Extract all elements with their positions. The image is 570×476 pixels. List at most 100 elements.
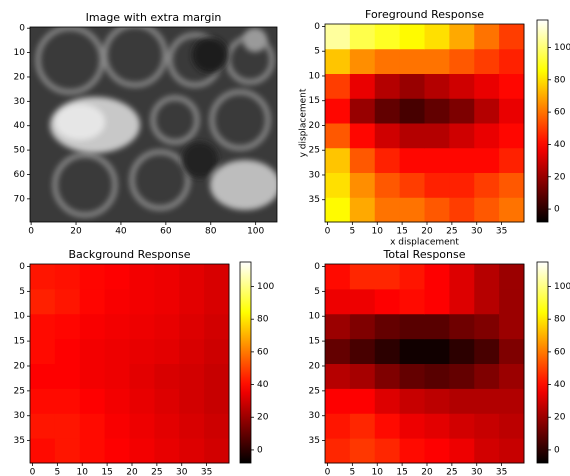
heatmap-cell <box>204 363 230 389</box>
heatmap-cell <box>474 172 500 198</box>
heatmap-cell <box>399 438 425 464</box>
heatmap-cell <box>374 413 401 439</box>
heatmap-cell <box>449 123 475 149</box>
heatmap-cell <box>325 172 351 198</box>
heatmap-cell <box>349 438 376 464</box>
x-tick-label: 30 <box>471 227 483 237</box>
heatmap-cell <box>325 363 351 389</box>
heatmap-cell <box>399 73 425 99</box>
heatmap-cell <box>499 98 525 124</box>
heatmap-cell <box>474 123 500 149</box>
heatmap-cell <box>79 363 106 389</box>
x-tick-label: 30 <box>176 468 188 476</box>
colorbar-tick-label: 60 <box>257 347 269 357</box>
heatmap-cell <box>374 388 401 414</box>
y-tick-label: 30 <box>309 411 321 421</box>
heatmap-cell <box>374 438 401 464</box>
heatmap-cell <box>399 264 425 290</box>
axes-frame <box>324 263 525 464</box>
heatmap-cell <box>374 24 401 50</box>
x-tick-label: 10 <box>77 468 89 476</box>
x-tick-label: 20 <box>70 227 82 237</box>
y-tick-label: 0 <box>19 24 25 34</box>
x-tick-label: 25 <box>446 468 457 476</box>
heatmap-cell <box>349 313 376 340</box>
heatmap-cell <box>30 288 56 315</box>
y-tick-label: 30 <box>309 170 321 180</box>
heatmap-cell <box>499 438 525 464</box>
heatmap-cell <box>374 123 401 149</box>
y-tick-label: 15 <box>309 96 320 106</box>
heatmap-cell <box>399 197 425 223</box>
heatmap-cell <box>79 338 106 364</box>
heatmap-cell <box>104 264 130 290</box>
heatmap-cell <box>349 48 376 74</box>
heatmap-cell <box>154 264 180 290</box>
heatmap-cell <box>499 338 525 364</box>
heatmap-cell <box>325 48 351 74</box>
colorbar <box>536 19 549 223</box>
y-tick-label: 0 <box>314 22 320 32</box>
heatmap-cell <box>129 313 155 340</box>
heatmap-cell <box>349 147 376 173</box>
heatmap-cell <box>54 438 81 464</box>
heatmap-cell <box>325 123 351 149</box>
y-tick-label: 60 <box>14 170 26 180</box>
heatmap-cell <box>325 98 351 124</box>
heatmap-cell <box>374 172 401 198</box>
heatmap-cell <box>349 338 376 364</box>
heatmap-cell <box>424 73 450 99</box>
heatmap-cell <box>399 98 425 124</box>
heatmap-cell <box>325 313 351 340</box>
heatmap-cell <box>474 288 500 315</box>
panel-title: Background Response <box>69 248 191 261</box>
x-tick-label: 25 <box>446 227 457 237</box>
heatmap-cell <box>179 438 205 464</box>
heatmap-cell <box>499 172 525 198</box>
heatmap-cell <box>104 288 130 315</box>
heatmap-cell <box>424 388 450 414</box>
heatmap-cell <box>474 264 500 290</box>
y-tick-label: 70 <box>14 194 26 204</box>
heatmap-cell <box>449 147 475 173</box>
colorbar-tick-label: 60 <box>554 347 566 357</box>
x-tick-label: 5 <box>349 468 355 476</box>
heatmap-cell <box>30 363 56 389</box>
heatmap-cell <box>449 24 475 50</box>
heatmap-cell <box>399 338 425 364</box>
heatmap-cell <box>424 98 450 124</box>
heatmap-cell <box>54 388 81 414</box>
y-axis-label: y displacement <box>299 88 309 157</box>
heatmap-cell <box>325 24 351 50</box>
heatmap-cell <box>154 388 180 414</box>
heatmap-cell <box>474 438 500 464</box>
x-tick-label: 15 <box>101 468 112 476</box>
x-tick-label: 0 <box>325 468 331 476</box>
heatmap-cell <box>325 264 351 290</box>
y-tick-label: 10 <box>14 312 26 322</box>
heatmap-cell <box>449 48 475 74</box>
colorbar-tick-label: 0 <box>554 205 560 215</box>
x-tick-label: 20 <box>421 468 433 476</box>
heatmap-cell <box>179 388 205 414</box>
heatmap-cell <box>30 388 56 414</box>
heatmap-cell <box>449 288 475 315</box>
heatmap-cell <box>325 413 351 439</box>
heatmap-cell <box>374 197 401 223</box>
heatmap-cell <box>54 363 81 389</box>
y-tick-label: 40 <box>14 121 26 131</box>
axes-frame <box>29 26 278 223</box>
heatmap-cell <box>154 288 180 315</box>
y-tick-label: 25 <box>14 386 25 396</box>
heatmap-cell <box>30 438 56 464</box>
colorbar-tick-label: 80 <box>257 315 269 325</box>
colorbar-tick-label: 0 <box>257 445 263 455</box>
y-tick-label: 0 <box>19 262 25 272</box>
heatmap-cell <box>399 123 425 149</box>
y-tick-label: 5 <box>314 287 320 297</box>
heatmap-cell <box>54 413 81 439</box>
heatmap-cell <box>349 24 376 50</box>
heatmap-cell <box>154 313 180 340</box>
heatmap-cell <box>349 413 376 439</box>
heatmap-cell <box>474 313 500 340</box>
